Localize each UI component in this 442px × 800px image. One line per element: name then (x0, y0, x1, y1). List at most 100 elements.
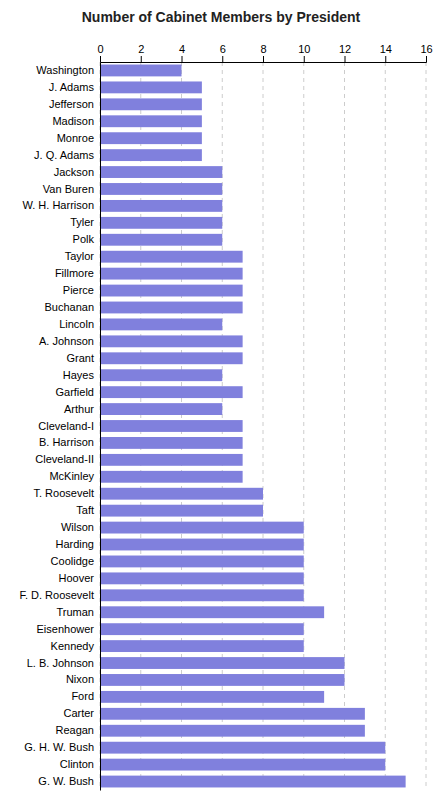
tick-label: Taft (76, 504, 94, 516)
grid (100, 62, 426, 790)
tick: Hoover (59, 572, 95, 584)
plot: 0246810121416WashingtonJ. AdamsJefferson… (19, 43, 432, 791)
tick: Madison (52, 115, 94, 127)
bar (100, 759, 385, 771)
tick: Cleveland-II (35, 453, 94, 465)
tick: G. H. W. Bush (24, 741, 94, 753)
tick-label: F. D. Roosevelt (19, 589, 94, 601)
tick-label: 12 (339, 43, 351, 55)
tick: Pierce (63, 284, 94, 296)
bar (100, 386, 243, 398)
tick-label: Reagan (55, 724, 94, 736)
tick-label: Tyler (70, 216, 94, 228)
tick-label: Fillmore (55, 267, 94, 279)
bar (100, 657, 345, 669)
bar (100, 183, 222, 195)
tick-label: Buchanan (44, 301, 94, 313)
tick-label: Coolidge (51, 555, 94, 567)
tick-label: 0 (97, 43, 103, 55)
tick: Truman (57, 606, 95, 618)
axis-line (101, 56, 427, 63)
tick-mark (182, 56, 183, 62)
bar (100, 335, 243, 347)
tick: Eisenhower (37, 623, 95, 635)
bar (100, 742, 385, 754)
bar (100, 488, 263, 500)
grid-line (426, 62, 427, 790)
bar (100, 420, 243, 432)
tick-mark (222, 56, 223, 62)
bar (100, 234, 222, 246)
bar (100, 623, 304, 635)
x-axis: 0246810121416 (97, 43, 432, 63)
bar (100, 437, 243, 449)
bar (100, 725, 365, 737)
bar (100, 352, 243, 364)
chart: Number of Cabinet Members by President 0 2… (0, 0, 442, 800)
tick: Coolidge (51, 555, 94, 567)
bar (100, 81, 202, 93)
tick-label: 6 (220, 43, 226, 55)
tick: Washington (36, 64, 94, 76)
bar (100, 65, 182, 77)
tick-label: Cleveland-I (38, 420, 94, 432)
tick-label: Kennedy (51, 640, 95, 652)
tick-label: Washington (36, 64, 94, 76)
tick-label: Van Buren (43, 182, 94, 194)
tick-label: Ford (71, 690, 94, 702)
tick-label: W. H. Harrison (22, 199, 94, 211)
tick-label: A. Johnson (39, 335, 94, 347)
tick: Taft (76, 504, 94, 516)
tick-mark (345, 56, 346, 62)
tick: Wilson (61, 521, 94, 533)
tick: Ford (71, 690, 94, 702)
bar (100, 691, 324, 703)
tick-label: Wilson (61, 521, 94, 533)
tick: 10 (298, 43, 310, 62)
tick: T. Roosevelt (33, 487, 94, 499)
title: Number of Cabinet Members by President (82, 9, 361, 25)
tick: F. D. Roosevelt (19, 589, 94, 601)
tick-label: Carter (63, 707, 94, 719)
tick-label: Pierce (63, 284, 94, 296)
tick-label: Taylor (65, 250, 95, 262)
grid-line (385, 62, 386, 790)
tick: Buchanan (44, 301, 94, 313)
tick-mark (385, 56, 386, 62)
tick: Harding (55, 538, 94, 550)
tick-label: Arthur (64, 403, 94, 415)
bar (100, 403, 222, 415)
bar (100, 471, 243, 483)
axis-line (100, 63, 101, 791)
bar (100, 132, 202, 144)
tick-label: Grant (66, 352, 94, 364)
tick-label: Truman (57, 606, 95, 618)
tick-mark (100, 56, 101, 62)
tick: A. Johnson (39, 335, 94, 347)
tick: Carter (63, 707, 94, 719)
bar (100, 302, 243, 314)
tick: Nixon (66, 673, 94, 685)
tick: W. H. Harrison (22, 199, 94, 211)
tick: Lincoln (59, 318, 94, 330)
bar (100, 505, 263, 517)
tick-label: Cleveland-II (35, 453, 94, 465)
bar (100, 674, 345, 686)
tick-label: Harding (55, 538, 94, 550)
tick: Grant (66, 352, 94, 364)
grid-line (100, 62, 101, 790)
tick-label: G. H. W. Bush (24, 741, 94, 753)
tick-label: J. Adams (49, 81, 95, 93)
y-axis: WashingtonJ. AdamsJeffersonMadisonMonroe… (19, 63, 100, 791)
tick: 14 (380, 43, 392, 62)
tick: Arthur (64, 403, 94, 415)
tick-mark (304, 56, 305, 62)
tick: Fillmore (55, 267, 94, 279)
bars (100, 65, 406, 788)
bar (100, 606, 324, 618)
bar (100, 640, 304, 652)
bar (100, 556, 304, 568)
tick-label: Polk (73, 233, 95, 245)
tick: 8 (260, 43, 266, 62)
tick-label: 2 (138, 43, 144, 55)
